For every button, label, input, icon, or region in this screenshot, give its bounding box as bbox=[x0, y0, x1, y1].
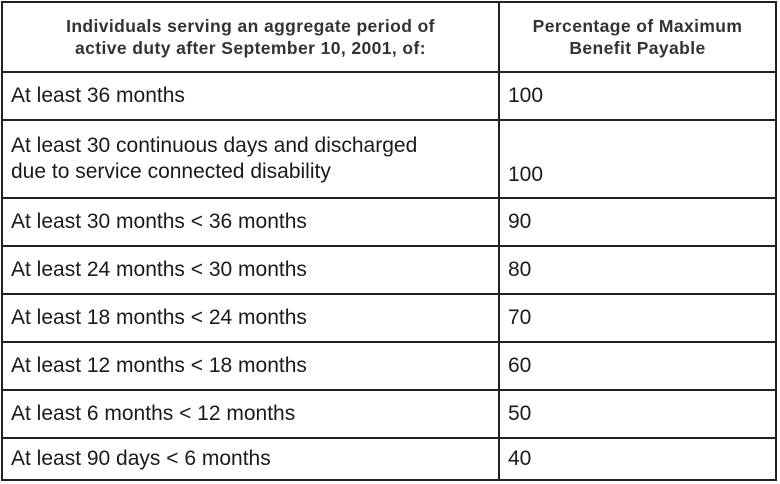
table-row-period: At least 90 days < 6 months bbox=[3, 439, 500, 479]
percentage-text: 80 bbox=[508, 258, 532, 281]
header-period: Individuals serving an aggregate period … bbox=[3, 3, 500, 73]
table-row-period: At least 24 months < 30 months bbox=[3, 247, 500, 295]
table-row-percentage: 100 bbox=[500, 121, 775, 199]
header-period-line-2: active duty after September 10, 2001, of… bbox=[75, 38, 426, 58]
table-row-percentage: 100 bbox=[500, 73, 775, 121]
percentage-text: 70 bbox=[508, 306, 532, 329]
period-text-line-1: At least 30 continuous days and discharg… bbox=[11, 134, 418, 157]
period-text: At least 24 months < 30 months bbox=[11, 258, 307, 281]
percentage-text: 50 bbox=[508, 402, 532, 425]
period-text: At least 36 months bbox=[11, 84, 185, 107]
table-row-percentage: 80 bbox=[500, 247, 775, 295]
percentage-text: 60 bbox=[508, 354, 532, 377]
period-text-line-2: due to service connected disability bbox=[11, 160, 331, 183]
table-row-period: At least 30 months < 36 months bbox=[3, 199, 500, 247]
table-row-period: At least 18 months < 24 months bbox=[3, 295, 500, 343]
table-row-percentage: 90 bbox=[500, 199, 775, 247]
table-row-period: At least 36 months bbox=[3, 73, 500, 121]
period-text: At least 30 months < 36 months bbox=[11, 210, 307, 233]
header-percentage-line-2: Benefit Payable bbox=[569, 38, 706, 58]
header-percentage-line-1: Percentage of Maximum bbox=[532, 16, 743, 36]
percentage-text: 90 bbox=[508, 210, 532, 233]
period-text: At least 18 months < 24 months bbox=[11, 306, 307, 329]
table-row-period: At least 30 continuous days and discharg… bbox=[3, 121, 500, 199]
percentage-text: 40 bbox=[508, 447, 532, 470]
table-row-percentage: 60 bbox=[500, 343, 775, 391]
table-row-percentage: 50 bbox=[500, 391, 775, 439]
table-row-period: At least 6 months < 12 months bbox=[3, 391, 500, 439]
header-percentage: Percentage of Maximum Benefit Payable bbox=[500, 3, 775, 73]
percentage-text: 100 bbox=[508, 84, 544, 107]
table-row-percentage: 70 bbox=[500, 295, 775, 343]
table-row-period: At least 12 months < 18 months bbox=[3, 343, 500, 391]
period-text: At least 90 days < 6 months bbox=[11, 447, 271, 470]
table-row-percentage: 40 bbox=[500, 439, 775, 479]
period-text: At least 12 months < 18 months bbox=[11, 354, 307, 377]
period-text: At least 6 months < 12 months bbox=[11, 402, 296, 425]
header-period-line-1: Individuals serving an aggregate period … bbox=[66, 16, 435, 36]
percentage-text: 100 bbox=[508, 163, 544, 186]
